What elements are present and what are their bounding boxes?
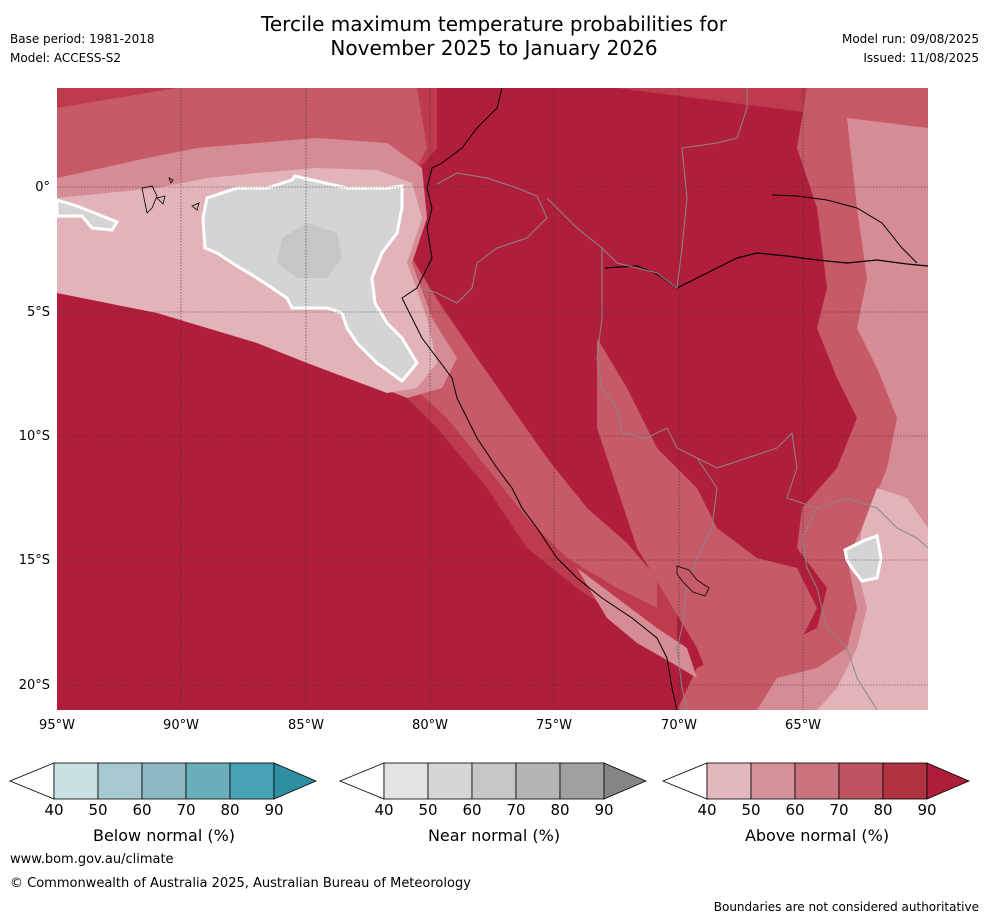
below-tick-70: 70 [176,801,196,819]
near-normal-label: Near normal (%) [427,826,561,845]
above-tick-90: 90 [917,801,937,819]
graticule [57,88,928,710]
title-line-2: November 2025 to January 2026 [330,36,658,60]
title-line-1: Tercile maximum temperature probabilitie… [261,12,727,36]
band-50-east [817,488,928,710]
band-70-andes [597,338,817,698]
below-tick-60: 60 [132,801,152,819]
model-text: Model: ACCESS-S2 [10,51,122,65]
near-normal-inner [277,223,342,278]
below-tick-50: 50 [88,801,108,819]
above-tick-60: 60 [785,801,805,819]
coastline [401,88,678,710]
lat-tick-15s: 15°S [18,553,50,568]
lon-tick-80w: 80°W [412,718,448,733]
lon-tick-65w: 65°W [785,718,821,733]
base-period-text: Base period: 1981-2018 [10,32,155,46]
lat-tick-20s: 20°S [18,678,50,693]
above-tick-40: 40 [697,801,717,819]
below-tick-80: 80 [220,801,240,819]
galapagos-islands [141,177,200,214]
issued-text: Issued: 11/08/2025 [863,51,979,65]
near-tick-40: 40 [374,801,394,819]
colorbar-near-normal [338,762,648,800]
lon-tick-85w: 85°W [288,718,324,733]
lat-tick-5s: 5°S [26,305,50,320]
colorbar-above-normal [661,762,971,800]
above-tick-70: 70 [829,801,849,819]
above-tick-80: 80 [873,801,893,819]
country-borders [421,88,928,710]
below-normal-label: Below normal (%) [92,826,236,845]
lat-tick-10s: 10°S [18,429,50,444]
lat-tick-0: 0° [35,180,50,195]
website-link[interactable]: www.bom.gov.au/climate [10,852,174,867]
lon-tick-95w: 95°W [39,718,75,733]
lon-tick-70w: 70°W [661,718,697,733]
disclaimer-text: Boundaries are not considered authoritat… [713,900,979,914]
near-tick-50: 50 [418,801,438,819]
near-tick-90: 90 [594,801,614,819]
amazon-river [604,252,928,289]
near-tick-60: 60 [462,801,482,819]
copyright-text: © Commonwealth of Australia 2025, Austra… [10,876,471,891]
probability-map [57,88,928,710]
rio-negro [771,194,918,264]
below-tick-40: 40 [44,801,64,819]
near-normal-east [843,534,883,583]
lon-tick-90w: 90°W [163,718,199,733]
near-tick-70: 70 [506,801,526,819]
model-run-text: Model run: 09/08/2025 [841,32,979,46]
colorbar-below-normal [8,762,318,800]
lon-tick-75w: 75°W [536,718,572,733]
above-tick-50: 50 [741,801,761,819]
band-60-andes [577,568,697,678]
lake-titicaca [676,565,710,597]
near-normal-west [57,198,120,232]
near-tick-80: 80 [550,801,570,819]
below-tick-90: 90 [264,801,284,819]
map-title: Tercile maximum temperature probabilitie… [0,12,988,60]
above-normal-label: Above normal (%) [744,826,890,845]
near-normal-region [201,174,419,384]
